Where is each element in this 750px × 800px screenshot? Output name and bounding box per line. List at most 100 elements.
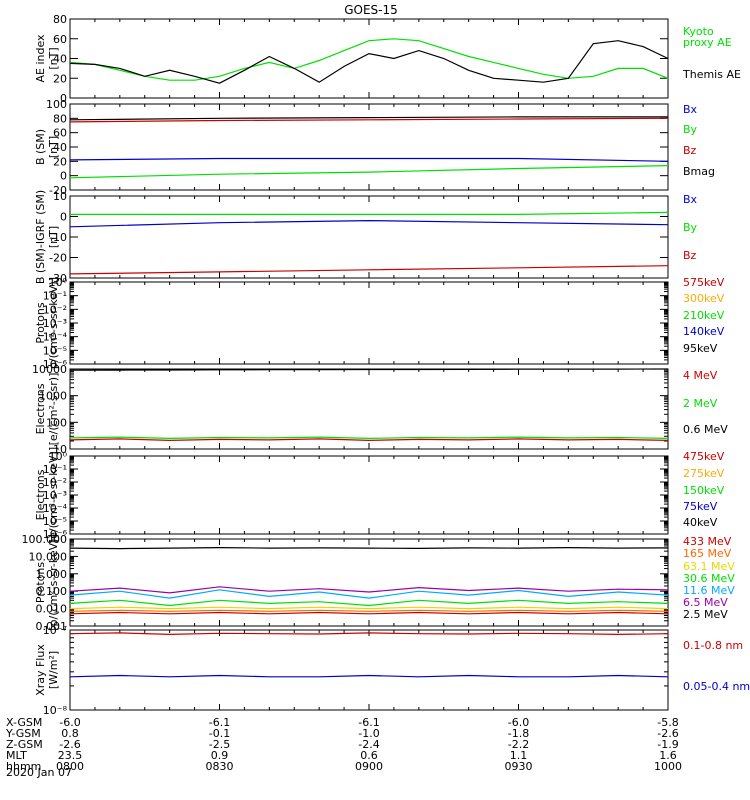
y-tick-label: 60 (53, 33, 67, 46)
y-tick-label: 0.001 (36, 620, 68, 633)
y-tick-label: 0 (60, 211, 67, 224)
legend-label: Bx (683, 193, 698, 206)
legend-label: 210keV (683, 309, 725, 322)
x-row-value: 0.8 (61, 727, 79, 740)
legend-label: By (683, 123, 698, 136)
y-axis-label: [nT] (47, 226, 60, 248)
y-tick-label: 1000 (39, 390, 67, 403)
y-tick-label: 0.100 (36, 585, 68, 598)
y-axis-label: [nT] (47, 47, 60, 69)
y-tick-label: 10000 (32, 363, 67, 376)
y-tick-label: -20 (49, 252, 67, 265)
x-row-label: MLT (6, 749, 27, 762)
series-line (69, 265, 669, 275)
y-tick-label: 0.010 (36, 603, 68, 616)
legend-label: 75keV (683, 500, 718, 513)
x-row-value: -2.6 (59, 738, 80, 751)
x-row-value: -2.4 (358, 738, 379, 751)
x-row-label: Y-GSM (5, 727, 41, 740)
x-row-label: X-GSM (6, 716, 42, 729)
y-tick-label: 10.000 (29, 550, 68, 563)
y-tick-label: 10⁻⁵ (43, 344, 67, 357)
y-axis-label: Protons (34, 302, 47, 343)
panel-frame (69, 195, 669, 279)
series-line (69, 632, 669, 636)
panel-frame (69, 368, 669, 450)
x-row-value: -2.2 (508, 738, 529, 751)
legend-label: Bz (683, 144, 697, 157)
x-row-value: 1.1 (510, 749, 528, 762)
series-line (69, 599, 669, 607)
legend-label: Bz (683, 249, 697, 262)
x-row-value: -5.8 (657, 716, 678, 729)
y-tick-label: 10⁻⁴ (43, 502, 68, 515)
x-row-value: -1.9 (657, 738, 678, 751)
y-tick-label: 20 (53, 155, 67, 168)
legend-label: 40keV (683, 516, 718, 529)
y-tick-label: 10⁻² (43, 303, 67, 316)
y-tick-label: 10⁰ (49, 276, 68, 289)
x-row-value: 0.6 (360, 749, 378, 762)
y-tick-label: 100.000 (22, 533, 68, 546)
y-tick-label: 80 (53, 13, 67, 26)
x-row-value: 23.5 (58, 749, 83, 762)
series-line (69, 219, 669, 228)
panel-frame (69, 281, 669, 365)
legend-label: 6.5 MeV (683, 596, 728, 609)
y-tick-label: 10⁻¹ (43, 290, 67, 303)
y-tick-label: 10 (53, 443, 67, 456)
y-axis-label: Xray Flux (34, 644, 47, 696)
y-tick-label: 10⁻⁷ (43, 624, 67, 637)
y-tick-label: -10 (49, 231, 67, 244)
y-tick-label: 60 (53, 127, 67, 140)
x-row-value: 0.9 (211, 749, 229, 762)
legend-label: 575keV (683, 276, 725, 289)
y-tick-label: 10⁰ (49, 450, 68, 463)
y-tick-label: 0 (60, 170, 67, 183)
figure-title: GOES-15 (344, 3, 398, 17)
y-tick-label: 80 (53, 112, 67, 125)
y-tick-label: -30 (49, 272, 67, 285)
x-row-value: 0800 (56, 760, 84, 773)
legend-label: proxy AE (683, 36, 732, 49)
y-tick-label: 100 (46, 416, 67, 429)
y-tick-label: 10⁻⁵ (43, 515, 67, 528)
series-line (69, 609, 669, 612)
x-row-value: -1.8 (508, 727, 529, 740)
legend-label: 140keV (683, 325, 725, 338)
y-axis-label: B (SM)-IGRF (SM) (34, 190, 47, 284)
x-row-value: 1.6 (659, 749, 677, 762)
y-tick-label: 10⁻⁶ (43, 528, 68, 541)
legend-label: 475keV (683, 450, 725, 463)
y-tick-label: 1.000 (36, 568, 68, 581)
series-line (69, 674, 669, 678)
y-axis-label: Protons (34, 562, 47, 603)
panel-7: 100.000 10.000 1.000 0.100 0.010 0.001 Protons… (22, 533, 736, 633)
series-line (70, 211, 669, 215)
date-label: 2020 Jan 07 (6, 766, 72, 779)
y-tick-label: 10 (53, 190, 67, 203)
legend-label: Bmag (683, 165, 715, 178)
panel-frame (69, 629, 669, 711)
y-axis-label: AE index (34, 34, 47, 83)
legend-label: Bx (683, 103, 698, 116)
legend-label: 0.05-0.4 nm (683, 680, 750, 693)
series-line (69, 38, 669, 81)
series-line (69, 611, 669, 615)
x-row-value: 0900 (355, 760, 383, 773)
series-line (69, 368, 669, 371)
y-tick-label: 40 (53, 141, 67, 154)
y-axis-label: [W/m²] (47, 651, 60, 689)
x-row-value: -6.0 (59, 716, 80, 729)
legend-label: 4 MeV (683, 369, 718, 382)
series-line (69, 117, 669, 123)
x-row-value: 1000 (654, 760, 682, 773)
x-axis-labels: X-GSM -6.0 -6.1 -6.1 -6.0 -5.8 Y-GSM 0.8 -0.1 -1.… (5, 716, 682, 779)
legend-label: 150keV (683, 484, 725, 497)
y-tick-label: 40 (53, 53, 67, 66)
series-line (69, 157, 669, 162)
x-row-value: -1.0 (358, 727, 379, 740)
